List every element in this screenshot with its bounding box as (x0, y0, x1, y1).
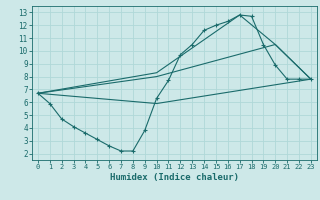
X-axis label: Humidex (Indice chaleur): Humidex (Indice chaleur) (110, 173, 239, 182)
